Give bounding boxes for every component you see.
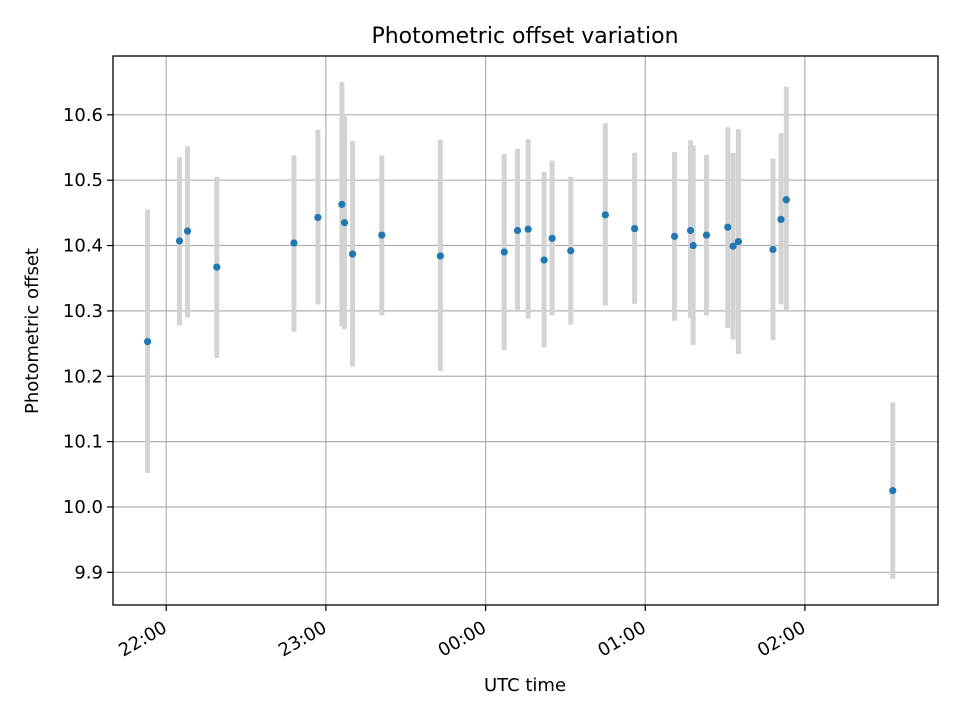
x-tick-label: 01:00 bbox=[594, 617, 649, 661]
data-point bbox=[338, 200, 346, 208]
data-point bbox=[567, 247, 575, 255]
data-points bbox=[143, 196, 897, 495]
y-tick-label: 9.9 bbox=[74, 562, 103, 583]
data-point bbox=[540, 256, 548, 264]
y-tick-label: 10.5 bbox=[63, 170, 103, 191]
data-point bbox=[183, 227, 192, 235]
data-point bbox=[729, 242, 737, 250]
data-point bbox=[686, 226, 695, 235]
data-point bbox=[314, 213, 322, 222]
data-point bbox=[769, 245, 777, 254]
y-tick-label: 10.1 bbox=[63, 432, 103, 453]
y-tick-label: 10.3 bbox=[63, 301, 103, 322]
data-point bbox=[670, 232, 679, 240]
data-point bbox=[724, 223, 732, 231]
data-point bbox=[175, 237, 184, 245]
x-tick-label: 23:00 bbox=[275, 617, 330, 661]
plot-frame bbox=[112, 55, 939, 606]
data-point bbox=[436, 252, 444, 260]
y-tick-label: 10.4 bbox=[63, 236, 103, 257]
x-tick-label: 00:00 bbox=[435, 617, 490, 661]
data-point bbox=[213, 263, 221, 271]
data-point bbox=[782, 196, 790, 204]
y-tick-label: 10.0 bbox=[63, 497, 103, 518]
data-point bbox=[777, 215, 785, 223]
chart-title: Photometric offset variation bbox=[371, 24, 678, 49]
data-point bbox=[734, 238, 743, 246]
y-axis-label: Photometric offset bbox=[22, 248, 43, 414]
data-point bbox=[702, 231, 711, 239]
data-point bbox=[548, 234, 556, 242]
data-point bbox=[340, 219, 349, 227]
data-point bbox=[631, 224, 639, 233]
grid-layer bbox=[113, 56, 938, 605]
y-tick-label: 10.2 bbox=[63, 366, 103, 387]
data-point bbox=[689, 241, 697, 250]
data-point bbox=[513, 226, 522, 235]
data-point bbox=[143, 338, 152, 346]
x-tick-label: 02:00 bbox=[754, 617, 809, 661]
data-point bbox=[601, 211, 609, 219]
x-tick-label: 22:00 bbox=[115, 617, 170, 661]
data-point bbox=[378, 231, 386, 239]
x-axis-label: UTC time bbox=[484, 675, 566, 696]
tick-layer: 9.9 10.0 10.1 10.2 10.3 10.4 10.5 10.6 22:00 23:0… bbox=[63, 105, 810, 661]
data-point bbox=[500, 248, 508, 256]
data-point bbox=[290, 239, 298, 247]
error-bars bbox=[145, 82, 896, 579]
data-point bbox=[524, 225, 532, 233]
data-point bbox=[889, 487, 897, 495]
data-point bbox=[348, 250, 357, 258]
y-tick-label: 10.6 bbox=[63, 105, 103, 126]
